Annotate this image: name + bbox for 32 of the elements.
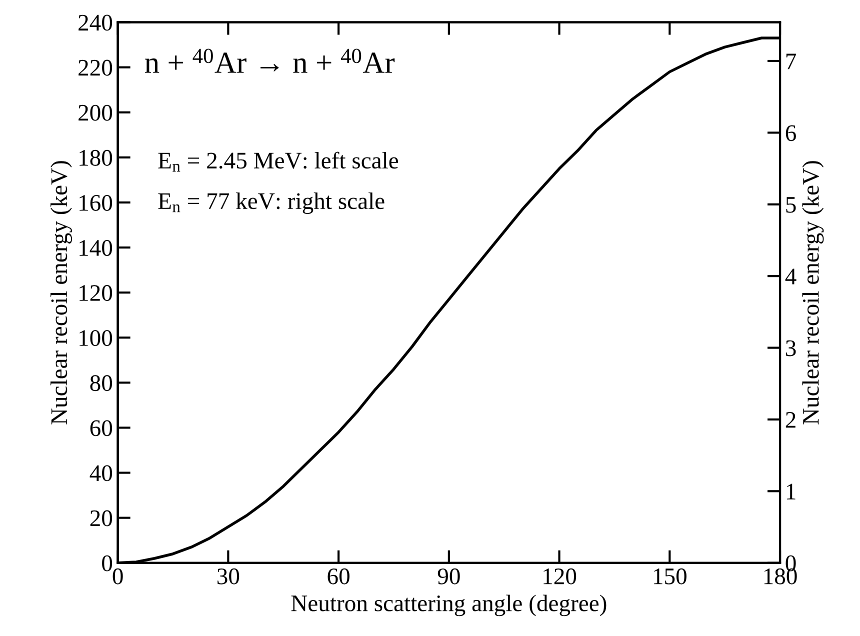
y-tick-label: 220 <box>78 60 112 76</box>
x-tick-label: 90 <box>438 568 460 584</box>
y2-tick-label: 2 <box>786 412 796 428</box>
y-tick-label: 200 <box>78 104 112 121</box>
y2-axis-title: Nuclear recoil energy (keV) <box>802 161 824 424</box>
x-axis-title: Neutron scattering angle (degree) <box>291 594 606 616</box>
y-tick-label: 180 <box>80 150 112 166</box>
y-tick-label: 120 <box>80 285 112 301</box>
y2-tick-label: 4 <box>785 268 796 284</box>
y-tick-label: 60 <box>90 420 112 436</box>
y-axis-title: Nuclear recoil energy (keV) <box>50 161 72 424</box>
x-tick-label: 0 <box>112 568 123 584</box>
x-tick-label: 120 <box>544 568 576 584</box>
y-tick-label: 160 <box>80 194 112 211</box>
y2-tick-label: 6 <box>786 125 796 142</box>
annotation: E$_{n}$ = 2.45 MeV: left scale <box>158 152 398 172</box>
annotation: E$_{n}$ = 77 keV: right scale <box>158 192 384 214</box>
y-tick-label: 140 <box>80 240 112 256</box>
y-tick-label: 0 <box>102 555 112 572</box>
y2-tick-label: 3 <box>786 340 796 356</box>
y2-tick-label: 5 <box>786 197 796 213</box>
y-tick-label: 240 <box>78 14 112 31</box>
y2-tick-label: 1 <box>786 484 796 500</box>
x-tick-label: 60 <box>328 568 350 584</box>
y-tick-label: 20 <box>90 510 112 526</box>
y-tick-label: 80 <box>90 375 112 392</box>
y-tick-label: 40 <box>90 465 112 482</box>
x-tick-label: 150 <box>654 568 686 584</box>
x-tick-label: 30 <box>218 568 240 584</box>
annotation: n + $^{40}$Ar → n + $^{40}$Ar <box>145 48 395 73</box>
y2-tick-label: 7 <box>786 54 796 70</box>
y-tick-label: 100 <box>80 330 112 346</box>
